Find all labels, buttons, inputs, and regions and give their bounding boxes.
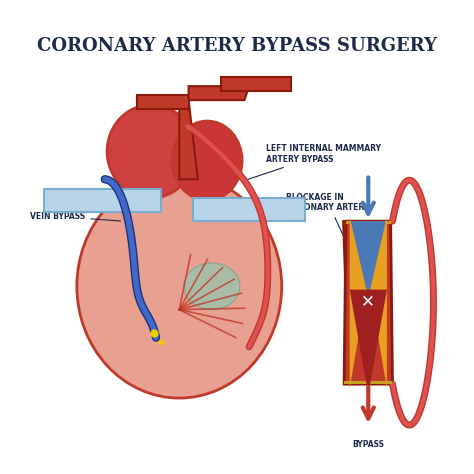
Ellipse shape bbox=[77, 174, 282, 398]
Polygon shape bbox=[44, 189, 161, 212]
Polygon shape bbox=[346, 221, 391, 224]
Polygon shape bbox=[350, 221, 387, 290]
Ellipse shape bbox=[172, 121, 242, 200]
Polygon shape bbox=[344, 381, 392, 384]
Polygon shape bbox=[343, 221, 358, 384]
Polygon shape bbox=[350, 217, 366, 389]
Polygon shape bbox=[137, 95, 189, 109]
Ellipse shape bbox=[107, 105, 196, 198]
Ellipse shape bbox=[184, 263, 240, 310]
Text: ✕: ✕ bbox=[361, 292, 375, 310]
Text: VEIN BYPASS: VEIN BYPASS bbox=[30, 212, 121, 221]
Polygon shape bbox=[370, 217, 387, 389]
Text: BLOCKAGE IN
CORONARY ARTERY: BLOCKAGE IN CORONARY ARTERY bbox=[286, 193, 370, 287]
Polygon shape bbox=[189, 86, 249, 100]
Polygon shape bbox=[179, 100, 198, 179]
Text: LEFT INTERNAL MAMMARY
ARTERY BYPASS: LEFT INTERNAL MAMMARY ARTERY BYPASS bbox=[242, 145, 381, 181]
Polygon shape bbox=[193, 198, 305, 221]
Text: CORONARY ARTERY BYPASS SURGERY: CORONARY ARTERY BYPASS SURGERY bbox=[37, 37, 437, 55]
Text: BYPASS: BYPASS bbox=[352, 440, 384, 449]
Polygon shape bbox=[221, 77, 291, 91]
Polygon shape bbox=[350, 290, 387, 384]
Polygon shape bbox=[344, 221, 392, 384]
